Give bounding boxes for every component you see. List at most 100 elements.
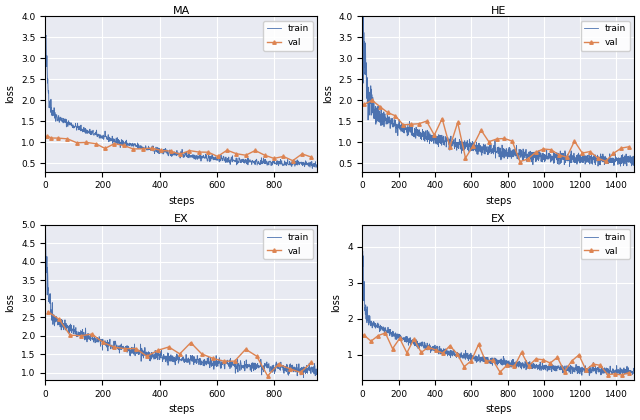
val — [384, 110, 392, 115]
val — [417, 350, 425, 355]
val — [555, 152, 563, 158]
val — [143, 354, 150, 359]
val — [594, 155, 602, 160]
Line: train: train — [362, 238, 634, 375]
Line: train: train — [362, 10, 634, 166]
val — [297, 370, 305, 375]
Y-axis label: loss: loss — [332, 293, 341, 312]
val — [198, 352, 205, 357]
Y-axis label: loss: loss — [6, 293, 15, 312]
val — [446, 343, 454, 348]
val — [66, 333, 74, 338]
val — [611, 371, 618, 376]
val — [392, 113, 399, 118]
val — [477, 128, 485, 133]
val — [154, 348, 162, 353]
val — [204, 150, 212, 155]
val — [524, 157, 532, 162]
train — [42, 16, 49, 21]
train — [566, 164, 573, 169]
val — [83, 140, 90, 145]
train — [391, 123, 399, 128]
val — [489, 358, 497, 363]
val — [568, 359, 575, 364]
val — [431, 133, 438, 138]
val — [388, 346, 396, 351]
val — [596, 363, 604, 368]
Line: val: val — [362, 99, 631, 163]
val — [55, 317, 63, 322]
val — [586, 149, 594, 154]
val — [518, 350, 525, 355]
Legend: train, val: train, val — [580, 229, 630, 259]
train — [273, 360, 280, 365]
val — [148, 146, 156, 151]
train — [42, 228, 49, 234]
Line: train: train — [45, 225, 317, 378]
train — [42, 222, 49, 227]
train — [359, 7, 367, 12]
val — [232, 151, 240, 156]
val — [579, 150, 586, 155]
val — [157, 148, 165, 153]
val — [132, 346, 140, 351]
val — [285, 366, 293, 371]
val — [618, 373, 626, 378]
val — [453, 351, 461, 356]
val — [589, 362, 597, 367]
val — [618, 146, 625, 151]
val — [571, 139, 579, 144]
Y-axis label: loss: loss — [6, 84, 15, 103]
Line: val: val — [46, 310, 313, 378]
val — [289, 158, 296, 163]
Title: EX: EX — [491, 214, 506, 224]
val — [539, 357, 547, 362]
val — [242, 153, 250, 158]
train — [274, 158, 282, 163]
train — [630, 154, 638, 159]
train — [479, 359, 487, 364]
val — [308, 360, 316, 365]
train — [484, 144, 492, 149]
val — [176, 352, 184, 357]
val — [532, 357, 540, 362]
val — [47, 136, 55, 141]
train — [358, 39, 366, 44]
train — [474, 152, 482, 157]
train — [586, 373, 593, 378]
val — [242, 347, 250, 352]
val — [54, 136, 62, 141]
val — [73, 140, 81, 145]
train — [99, 339, 107, 344]
val — [367, 339, 375, 344]
val — [44, 309, 52, 314]
val — [432, 347, 440, 352]
train — [245, 362, 253, 367]
Y-axis label: loss: loss — [323, 84, 333, 103]
val — [139, 146, 147, 151]
val — [101, 146, 109, 151]
val — [446, 144, 454, 150]
train — [484, 360, 492, 365]
val — [503, 362, 511, 368]
val — [602, 159, 609, 164]
val — [121, 346, 129, 351]
train — [162, 359, 170, 364]
train — [104, 349, 112, 354]
train — [390, 333, 398, 339]
val — [454, 120, 461, 125]
val — [63, 136, 71, 142]
val — [360, 333, 368, 338]
train — [513, 360, 521, 365]
train — [99, 133, 107, 138]
val — [260, 152, 268, 158]
val — [575, 352, 582, 357]
val — [547, 147, 555, 152]
val — [308, 155, 316, 160]
val — [493, 136, 500, 142]
val — [547, 360, 554, 365]
Legend: train, val: train, val — [580, 21, 630, 50]
val — [516, 159, 524, 164]
val — [209, 356, 216, 361]
train — [630, 369, 638, 374]
